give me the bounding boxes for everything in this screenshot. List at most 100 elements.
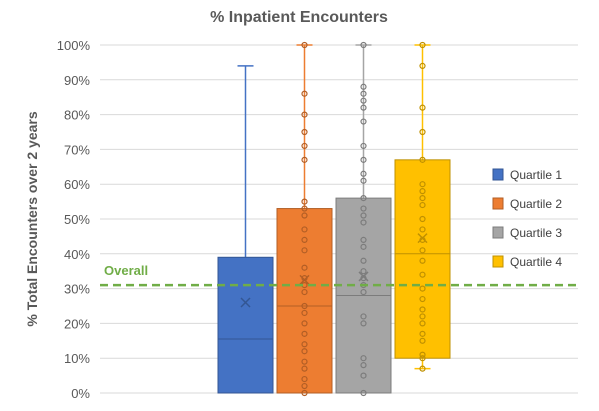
data-point <box>419 306 426 313</box>
data-point <box>301 309 308 317</box>
data-point <box>301 375 308 383</box>
data-point <box>419 330 426 337</box>
data-point <box>360 170 367 177</box>
legend-label: Quartile 4 <box>510 255 562 269</box>
data-point <box>419 285 426 292</box>
data-point <box>360 177 367 184</box>
data-point <box>360 320 367 327</box>
data-point <box>360 142 367 150</box>
data-point <box>301 382 308 390</box>
box-2 <box>276 41 333 397</box>
y-tick-label: 10% <box>64 351 90 366</box>
data-point <box>360 212 367 219</box>
mean-marker <box>417 233 428 244</box>
y-tick-label: 40% <box>64 247 90 262</box>
legend-label: Quartile 3 <box>510 226 562 240</box>
chart-title: % Inpatient Encounters <box>210 9 388 26</box>
y-tick-label: 50% <box>64 212 90 227</box>
data-point <box>419 226 426 233</box>
box-body <box>276 208 333 394</box>
legend-label: Quartile 2 <box>510 197 562 211</box>
y-tick-label: 0% <box>71 386 90 401</box>
data-point <box>301 198 308 205</box>
legend-swatch <box>492 255 504 268</box>
data-point <box>301 226 308 233</box>
y-tick-label: 20% <box>64 316 90 331</box>
box-body <box>394 159 451 359</box>
data-point <box>419 295 426 303</box>
legend-swatch <box>492 168 504 181</box>
data-point <box>360 90 367 97</box>
data-point <box>360 243 367 250</box>
data-point <box>301 128 308 136</box>
data-point <box>360 268 367 275</box>
data-point <box>360 313 367 320</box>
data-point <box>419 365 426 372</box>
data-point <box>419 195 426 202</box>
data-point <box>419 320 426 327</box>
data-point <box>360 205 367 212</box>
data-point <box>301 41 308 49</box>
data-point <box>360 83 367 90</box>
data-point <box>301 247 308 254</box>
data-point <box>301 288 308 296</box>
data-point <box>360 355 367 362</box>
data-point <box>301 365 308 372</box>
data-point <box>360 41 367 49</box>
boxes <box>217 41 451 397</box>
y-tick-label: 30% <box>64 282 90 297</box>
data-point <box>419 355 426 362</box>
y-axis-label: % Total Encounters over 2 years <box>24 111 40 326</box>
data-point <box>360 362 367 369</box>
data-point <box>301 142 308 150</box>
data-point <box>419 62 426 69</box>
y-tick-label: 100% <box>57 38 91 53</box>
overall-reference-line: Overall <box>100 263 578 287</box>
data-point <box>301 156 308 163</box>
data-point <box>301 90 308 97</box>
data-point <box>301 205 308 212</box>
legend: Quartile 1 Quartile 2 Quartile 3 Quartile 4 <box>492 168 562 269</box>
legend-swatch <box>492 226 504 239</box>
data-point <box>419 337 426 344</box>
box-body <box>217 256 274 394</box>
data-point <box>301 236 308 243</box>
legend-swatch <box>492 197 504 210</box>
data-point <box>360 195 367 202</box>
data-point <box>301 341 308 348</box>
data-point <box>419 271 426 278</box>
box-3 <box>335 41 392 397</box>
data-point <box>360 97 367 104</box>
data-point <box>301 320 308 327</box>
data-point <box>360 236 367 243</box>
data-point <box>360 372 367 379</box>
data-point <box>301 330 308 337</box>
mean-marker <box>240 297 251 308</box>
data-point <box>419 247 426 254</box>
data-point <box>419 351 426 358</box>
y-axis-ticks: 0% 10% 20% 30% 40% 50% 60% 70% 80% 90% 100% <box>57 38 91 401</box>
data-point <box>301 358 308 365</box>
data-point <box>419 188 426 195</box>
data-point <box>360 288 367 296</box>
mean-marker <box>358 271 369 282</box>
data-point <box>360 104 367 111</box>
data-point <box>419 156 426 163</box>
data-point <box>301 389 308 397</box>
legend-label: Quartile 1 <box>510 168 562 182</box>
y-tick-label: 80% <box>64 108 90 123</box>
data-point <box>301 212 308 219</box>
data-point <box>301 302 308 310</box>
box-1 <box>217 65 274 394</box>
data-point <box>419 201 426 209</box>
data-point <box>360 156 367 163</box>
data-point <box>419 41 426 49</box>
data-point <box>360 257 367 264</box>
data-point <box>419 104 426 111</box>
data-point <box>360 219 367 226</box>
data-point <box>419 181 426 188</box>
data-point <box>419 215 426 223</box>
y-tick-label: 60% <box>64 177 90 192</box>
data-point <box>301 348 308 355</box>
